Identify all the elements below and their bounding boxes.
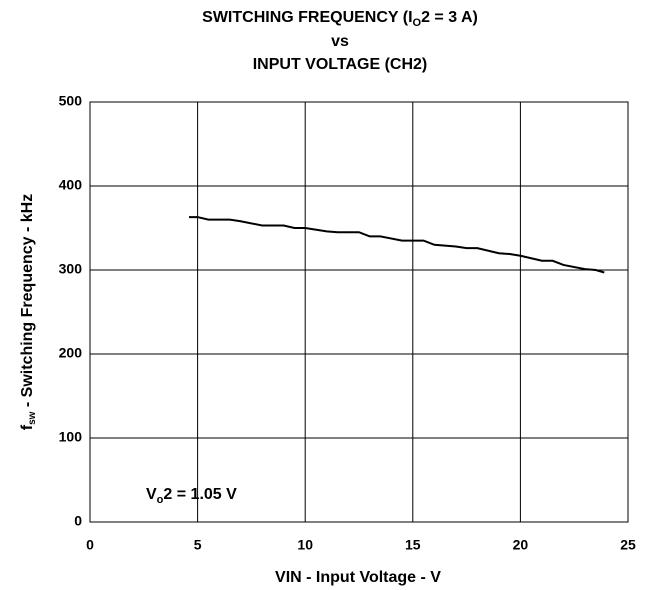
chart-title: vs <box>331 33 349 50</box>
x-tick-label: 5 <box>194 537 202 553</box>
x-axis-label: VIN - Input Voltage - V <box>275 569 441 586</box>
x-tick-label: 25 <box>620 537 636 553</box>
x-tick-label: 0 <box>86 537 94 553</box>
y-tick-label: 300 <box>59 261 83 277</box>
chart-title: INPUT VOLTAGE (CH2) <box>253 56 428 73</box>
plot-frame <box>89 101 629 523</box>
x-tick-label: 10 <box>297 537 313 553</box>
x-tick-label: 15 <box>405 537 421 553</box>
y-tick-label: 100 <box>59 429 83 445</box>
y-tick-label: 500 <box>59 93 83 109</box>
data-line <box>188 216 605 274</box>
y-tick-label: 200 <box>59 345 83 361</box>
y-axis-label: fsw - Switching Frequency - kHz <box>19 194 37 430</box>
y-tick-label: 400 <box>59 177 83 193</box>
chart-title: SWITCHING FREQUENCY (IO2 = 3 A) <box>202 9 478 29</box>
y-tick-label: 0 <box>74 513 82 529</box>
x-tick-label: 20 <box>513 537 529 553</box>
annotation: Vo2 = 1.05 V <box>146 486 237 506</box>
